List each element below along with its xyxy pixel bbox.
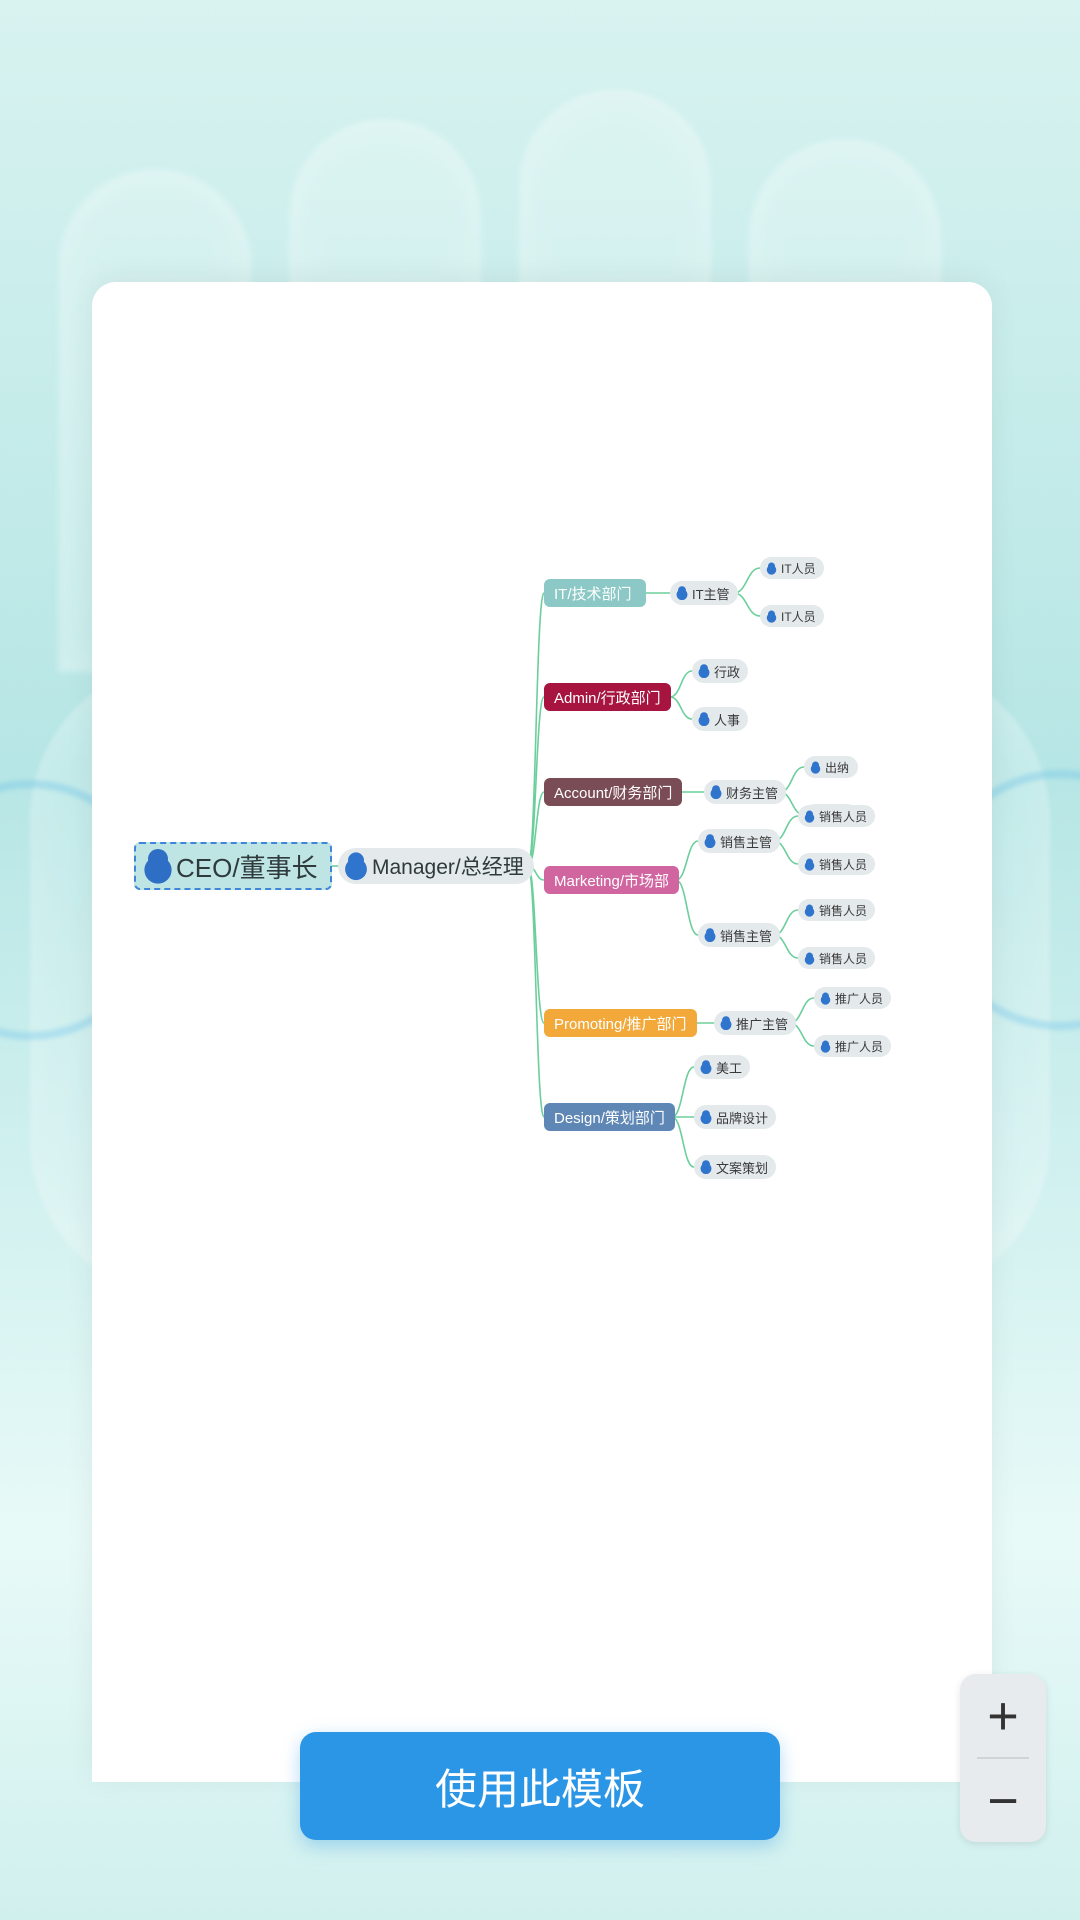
use-template-label: 使用此模板 [435, 1756, 645, 1817]
node-role-promo_lead[interactable]: 推广主管 [714, 1011, 796, 1035]
person-icon [822, 995, 831, 1002]
node-dept-mkt[interactable]: Marketing/市场部 [544, 866, 679, 894]
minus-icon: − [987, 1770, 1019, 1832]
plus-icon: + [987, 1685, 1019, 1747]
zoom-in-button[interactable]: + [960, 1674, 1046, 1757]
node-leaf-it_staff2[interactable]: IT人员 [760, 605, 824, 627]
node-leaf-promo2-label: 推广人员 [835, 1038, 883, 1055]
person-icon [706, 837, 716, 845]
node-role-it_lead-label: IT主管 [692, 584, 730, 603]
person-icon [806, 955, 815, 962]
node-dept-admin-label: Admin/行政部门 [554, 687, 661, 708]
node-dept-it-label: IT/技术部门 [554, 583, 632, 604]
node-role-sales_lead1[interactable]: 销售主管 [698, 829, 780, 853]
zoom-control: + − [960, 1674, 1046, 1842]
node-dept-promo-label: Promoting/推广部门 [554, 1013, 687, 1034]
node-leaf-cashier[interactable]: 出纳 [804, 756, 858, 778]
node-leaf-sales4-label: 销售人员 [819, 950, 867, 967]
person-icon [148, 856, 170, 876]
person-icon [678, 589, 688, 597]
node-role-art[interactable]: 美工 [694, 1055, 750, 1079]
node-leaf-promo1-label: 推广人员 [835, 990, 883, 1007]
node-role-copy[interactable]: 文案策划 [694, 1155, 776, 1179]
node-dept-account-label: Account/财务部门 [554, 782, 672, 803]
node-leaf-sales4[interactable]: 销售人员 [798, 947, 875, 969]
node-role-brand-label: 品牌设计 [716, 1108, 768, 1127]
node-role-admin_xz-label: 行政 [714, 662, 740, 681]
person-icon [702, 1163, 712, 1171]
node-leaf-promo2[interactable]: 推广人员 [814, 1035, 891, 1057]
person-icon [806, 907, 815, 914]
node-role-sales_lead2-label: 销售主管 [720, 926, 772, 945]
node-role-art-label: 美工 [716, 1058, 742, 1077]
node-role-sales_lead2[interactable]: 销售主管 [698, 923, 780, 947]
person-icon [712, 788, 722, 796]
node-manager[interactable]: Manager/总经理 [338, 848, 534, 884]
person-icon [700, 715, 710, 723]
node-role-it_lead[interactable]: IT主管 [670, 581, 738, 605]
node-leaf-sales1-label: 销售人员 [819, 808, 867, 825]
node-role-sales_lead1-label: 销售主管 [720, 832, 772, 851]
node-leaf-promo1[interactable]: 推广人员 [814, 987, 891, 1009]
node-dept-promo[interactable]: Promoting/推广部门 [544, 1009, 697, 1037]
node-dept-design-label: Design/策划部门 [554, 1107, 665, 1128]
node-role-copy-label: 文案策划 [716, 1158, 768, 1177]
person-icon [806, 813, 815, 820]
person-icon [348, 858, 366, 874]
person-icon [812, 764, 821, 771]
person-icon [722, 1019, 732, 1027]
person-icon [806, 861, 815, 868]
node-role-fin_lead[interactable]: 财务主管 [704, 780, 786, 804]
node-dept-mkt-label: Marketing/市场部 [554, 870, 669, 891]
zoom-out-button[interactable]: − [960, 1759, 1046, 1842]
node-leaf-sales1[interactable]: 销售人员 [798, 805, 875, 827]
connector-layer [92, 282, 992, 1782]
node-role-fin_lead-label: 财务主管 [726, 783, 778, 802]
node-leaf-cashier-label: 出纳 [825, 759, 849, 776]
person-icon [706, 931, 716, 939]
node-dept-design[interactable]: Design/策划部门 [544, 1103, 675, 1131]
person-icon [822, 1043, 831, 1050]
node-leaf-sales3[interactable]: 销售人员 [798, 899, 875, 921]
node-ceo[interactable]: CEO/董事长 [134, 842, 332, 890]
person-icon [702, 1113, 712, 1121]
use-template-button[interactable]: 使用此模板 [300, 1732, 780, 1840]
node-leaf-it_staff1[interactable]: IT人员 [760, 557, 824, 579]
node-role-admin_hr[interactable]: 人事 [692, 707, 748, 731]
node-leaf-it_staff1-label: IT人员 [781, 560, 816, 577]
node-dept-account[interactable]: Account/财务部门 [544, 778, 682, 806]
node-leaf-it_staff2-label: IT人员 [781, 608, 816, 625]
node-leaf-sales2[interactable]: 销售人员 [798, 853, 875, 875]
node-leaf-sales2-label: 销售人员 [819, 856, 867, 873]
node-role-admin_hr-label: 人事 [714, 710, 740, 729]
node-dept-admin[interactable]: Admin/行政部门 [544, 683, 671, 711]
node-role-promo_lead-label: 推广主管 [736, 1014, 788, 1033]
person-icon [700, 667, 710, 675]
person-icon [768, 565, 777, 572]
person-icon [702, 1063, 712, 1071]
person-icon [768, 613, 777, 620]
node-dept-it[interactable]: IT/技术部门 [544, 579, 646, 607]
node-manager-label: Manager/总经理 [372, 851, 524, 881]
node-role-brand[interactable]: 品牌设计 [694, 1105, 776, 1129]
node-leaf-sales3-label: 销售人员 [819, 902, 867, 919]
mindmap-canvas[interactable]: CEO/董事长 Manager/总经理 IT/技术部门 IT主管 IT人员 IT人员 Adm… [92, 282, 992, 1782]
node-role-admin_xz[interactable]: 行政 [692, 659, 748, 683]
node-ceo-label: CEO/董事长 [176, 848, 318, 885]
